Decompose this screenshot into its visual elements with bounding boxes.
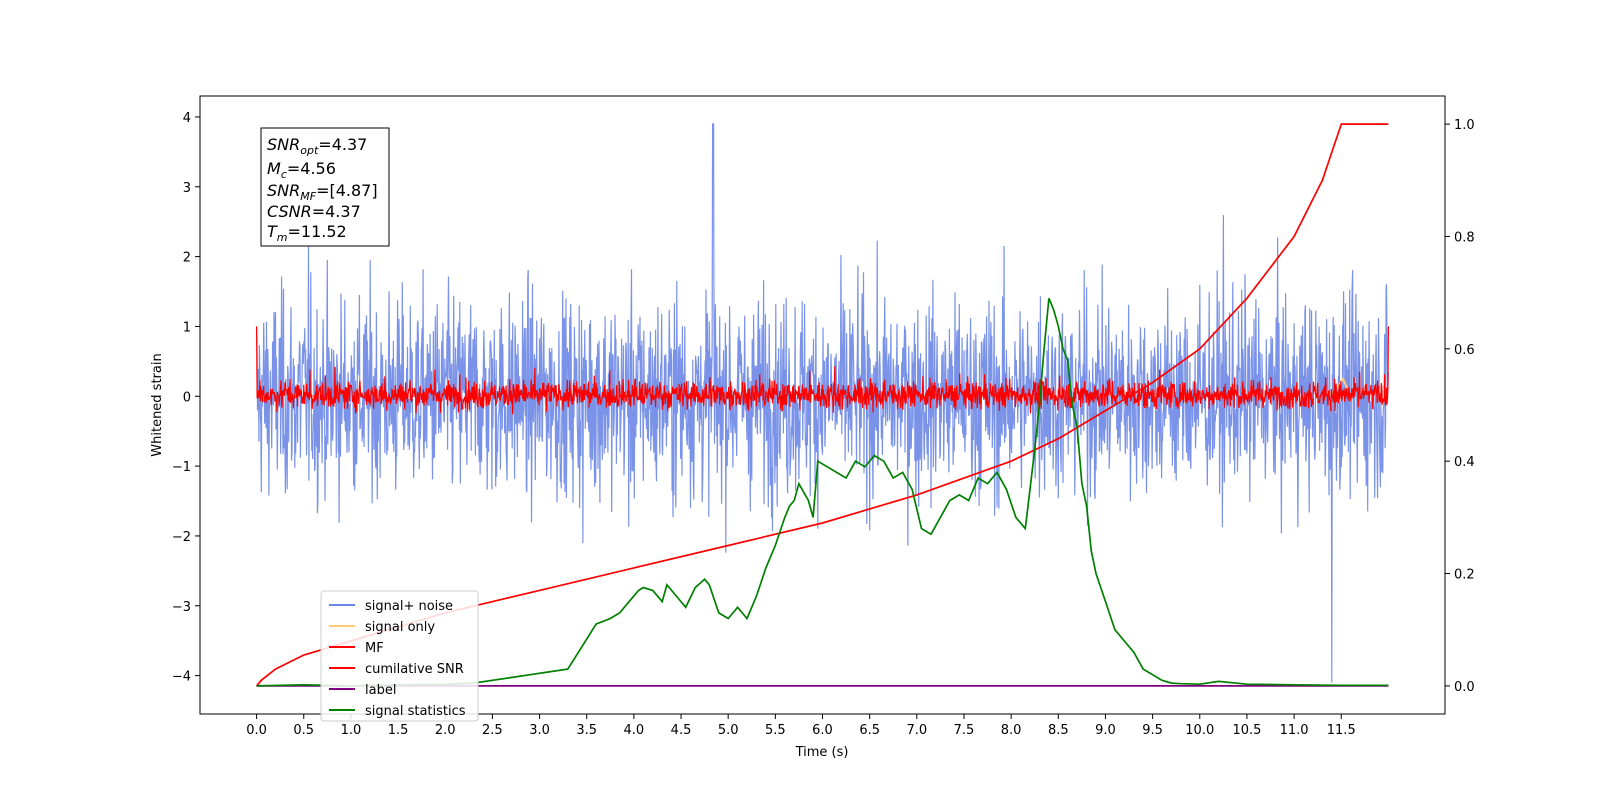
x-tick-label: 4.0 bbox=[624, 723, 645, 738]
y2-tick-label: 0.6 bbox=[1454, 343, 1475, 358]
x-tick-label: 1.5 bbox=[388, 723, 409, 738]
info-tm: Tm=11.52 bbox=[267, 222, 347, 244]
y-axis-left: −4 −3 −2 −1 0 1 2 3 4 bbox=[172, 111, 200, 685]
x-tick-label: 0.5 bbox=[293, 723, 314, 738]
y-tick-label: −3 bbox=[172, 600, 191, 615]
info-box: SNRopt=4.37 Mc=4.56 SNRMF=[4.87] CSNR=4.… bbox=[260, 127, 390, 247]
x-tick-label: 2.5 bbox=[482, 723, 503, 738]
legend-label: MF bbox=[365, 641, 384, 656]
series-mf bbox=[256, 326, 1389, 415]
x-tick-label: 5.5 bbox=[765, 723, 786, 738]
series-signal-noise bbox=[256, 123, 1389, 683]
series-signal-statistics bbox=[256, 297, 1389, 687]
x-tick-label: 10.5 bbox=[1232, 723, 1261, 738]
x-tick-label: 0.0 bbox=[246, 723, 267, 738]
legend-label: signal statistics bbox=[365, 704, 466, 719]
info-csnr: CSNR=4.37 bbox=[267, 202, 361, 221]
x-tick-label: 4.5 bbox=[671, 723, 692, 738]
info-mc: Mc=4.56 bbox=[267, 159, 336, 181]
y-tick-label: 2 bbox=[183, 251, 191, 266]
x-tick-label: 9.0 bbox=[1095, 723, 1116, 738]
y-tick-label: 4 bbox=[183, 111, 191, 126]
x-axis: 0.0 0.5 1.0 1.5 2.0 2.5 3.0 3.5 4.0 4.5 5.0 5.5 6.0 6… bbox=[246, 714, 1356, 738]
legend: signal+ noise signal only MF cumilative SNR… bbox=[320, 590, 479, 722]
info-snr-mf: SNRMF=[4.87] bbox=[267, 181, 378, 203]
x-tick-label: 9.5 bbox=[1142, 723, 1163, 738]
y-tick-label: 1 bbox=[183, 320, 191, 335]
y-tick-label: 3 bbox=[183, 181, 191, 196]
x-tick-label: 11.5 bbox=[1327, 723, 1356, 738]
y-tick-label: −2 bbox=[172, 530, 191, 545]
y2-tick-label: 1.0 bbox=[1454, 118, 1475, 133]
legend-label: label bbox=[365, 683, 396, 698]
y-tick-label: 0 bbox=[183, 390, 191, 405]
x-tick-label: 3.0 bbox=[529, 723, 550, 738]
x-axis-label: Time (s) bbox=[795, 745, 849, 760]
x-tick-label: 7.0 bbox=[906, 723, 927, 738]
y-tick-label: −1 bbox=[172, 460, 191, 475]
y-tick-label: −4 bbox=[172, 670, 191, 685]
info-snr-opt: SNRopt=4.37 bbox=[267, 135, 367, 157]
x-tick-label: 6.0 bbox=[812, 723, 833, 738]
x-tick-label: 5.0 bbox=[718, 723, 739, 738]
x-tick-label: 8.5 bbox=[1048, 723, 1069, 738]
y2-tick-label: 0.2 bbox=[1454, 568, 1475, 583]
y-axis-right: 0.0 0.2 0.4 0.6 0.8 1.0 bbox=[1445, 118, 1475, 695]
x-tick-label: 2.0 bbox=[435, 723, 456, 738]
y2-tick-label: 0.4 bbox=[1454, 455, 1475, 470]
x-tick-label: 11.0 bbox=[1280, 723, 1309, 738]
legend-label: signal+ noise bbox=[365, 599, 453, 614]
x-tick-label: 6.5 bbox=[859, 723, 880, 738]
y-axis-label: Whitened strain bbox=[150, 353, 165, 456]
legend-label: signal only bbox=[365, 620, 435, 635]
x-tick-label: 8.0 bbox=[1001, 723, 1022, 738]
x-tick-label: 1.0 bbox=[341, 723, 362, 738]
y2-tick-label: 0.8 bbox=[1454, 230, 1475, 245]
legend-label: cumilative SNR bbox=[365, 662, 464, 677]
x-tick-label: 10.0 bbox=[1185, 723, 1214, 738]
series-layer bbox=[255, 123, 1389, 687]
x-tick-label: 3.5 bbox=[576, 723, 597, 738]
series-cumilative-SNR bbox=[255, 123, 1389, 687]
x-tick-label: 7.5 bbox=[954, 723, 975, 738]
y2-tick-label: 0.0 bbox=[1454, 680, 1475, 695]
